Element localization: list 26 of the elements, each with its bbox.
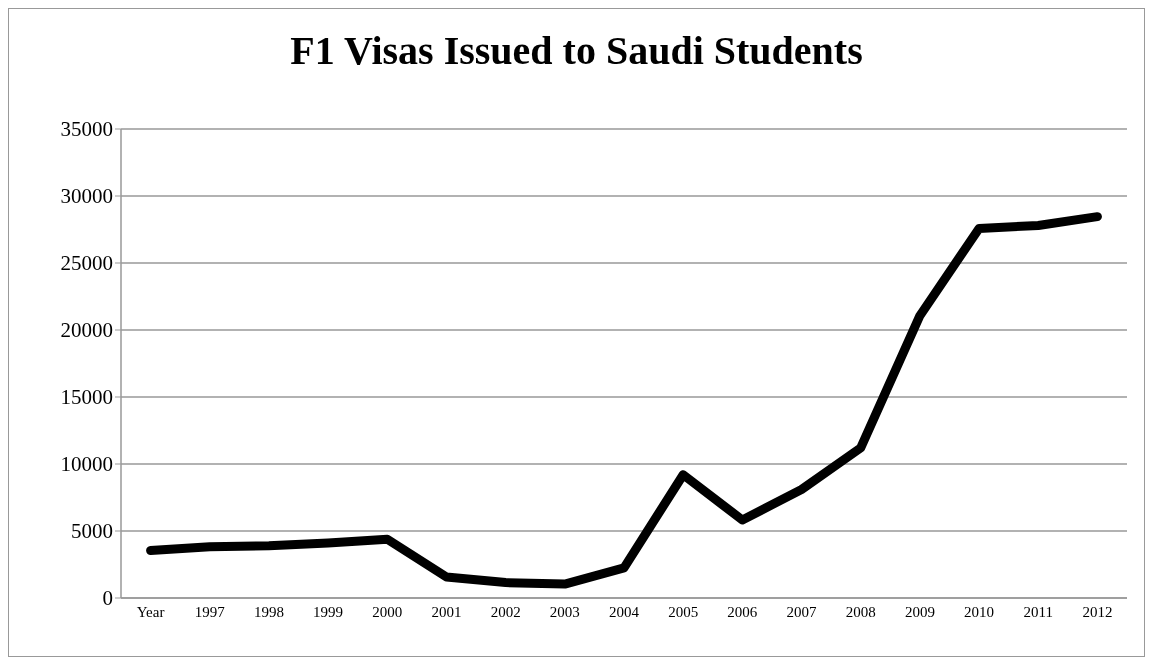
x-tick-label: 2001 bbox=[431, 603, 462, 620]
y-tick-label: 10000 bbox=[60, 452, 113, 477]
x-tick-label: 2000 bbox=[372, 603, 403, 620]
y-tick-label: 35000 bbox=[60, 117, 113, 142]
x-tick-label: 2003 bbox=[549, 603, 580, 620]
y-tick-label: 15000 bbox=[60, 385, 113, 410]
x-tick-label: 2008 bbox=[845, 603, 876, 620]
x-tick-label: Year bbox=[136, 603, 165, 620]
x-tick-label: 2007 bbox=[786, 603, 818, 620]
x-tick-label: 2011 bbox=[1023, 603, 1053, 620]
x-tick-label: 1998 bbox=[253, 603, 284, 620]
x-tick-label: 2005 bbox=[668, 603, 699, 620]
y-tick-label: 0 bbox=[102, 586, 113, 611]
x-tick-label: 2012 bbox=[1082, 603, 1113, 620]
y-tick-label: 30000 bbox=[60, 184, 113, 209]
x-tick-label: 1997 bbox=[194, 603, 226, 620]
y-tick-label: 25000 bbox=[60, 251, 113, 276]
x-tick-label: 2004 bbox=[609, 603, 640, 620]
x-tick-label: 2010 bbox=[964, 603, 995, 620]
y-tick-label: 20000 bbox=[60, 318, 113, 343]
x-tick-label: 1999 bbox=[313, 603, 344, 620]
x-tick-label: 2002 bbox=[490, 603, 521, 620]
x-tick-label: 2009 bbox=[904, 603, 935, 620]
chart-title: F1 Visas Issued to Saudi Students bbox=[289, 27, 864, 74]
y-tick-label: 5000 bbox=[71, 519, 113, 544]
x-tick-label: 2006 bbox=[727, 603, 758, 620]
